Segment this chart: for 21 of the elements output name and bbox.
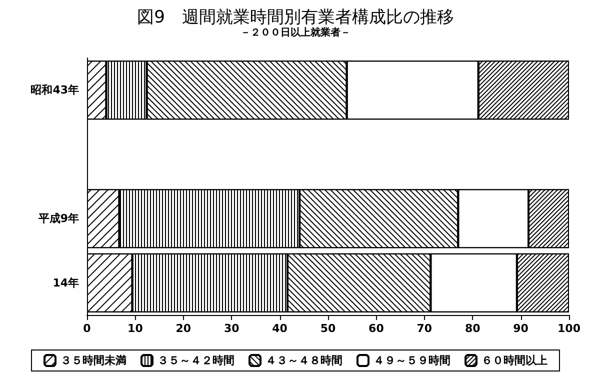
legend-label: ３５時間未満 <box>60 354 126 367</box>
legend-label: ６０時間以上 <box>482 354 548 367</box>
x-tick-label: 60 <box>368 322 384 335</box>
chart-subtitle: －２００日以上就業者－ <box>240 26 350 38</box>
y-tick-label: 平成9年 <box>37 212 79 226</box>
legend-label: ４９～５９時間 <box>374 354 450 367</box>
x-tick-label: 10 <box>128 322 144 335</box>
x-tick-label: 90 <box>513 322 529 335</box>
legend-label: ３５～４２時間 <box>158 354 234 367</box>
x-tick-label: 70 <box>416 322 432 335</box>
x-tick-label: 0 <box>83 322 92 335</box>
y-tick-label: 昭和43年 <box>30 84 79 97</box>
y-tick-label: 14年 <box>52 276 79 290</box>
x-tick-label: 30 <box>224 322 240 335</box>
x-tick-label: 50 <box>320 322 336 335</box>
legend-label: ４３～４８時間 <box>266 354 342 367</box>
x-tick-label: 80 <box>464 322 481 335</box>
x-tick-label: 20 <box>176 322 192 335</box>
chart-title: 図9 週間就業時間別有業者構成比の推移 <box>137 8 454 28</box>
x-tick-label: 40 <box>272 322 288 335</box>
x-tick-label: 100 <box>558 322 581 335</box>
